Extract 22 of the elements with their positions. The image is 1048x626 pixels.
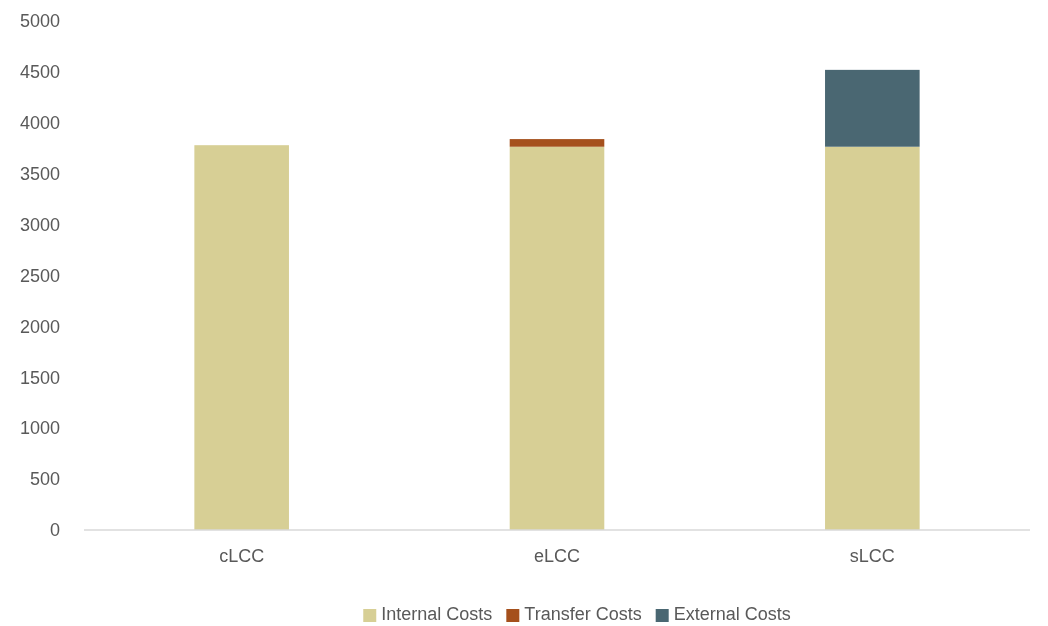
legend-label: External Costs: [673, 604, 791, 624]
y-tick-label: 3000: [19, 214, 60, 235]
bar: [509, 139, 605, 147]
legend-label: Transfer Costs: [524, 604, 642, 624]
y-tick-label: 5000: [19, 11, 60, 32]
x-tick-label: cLCC: [219, 545, 265, 566]
y-tick-label: 500: [29, 469, 60, 490]
bar: [825, 146, 920, 530]
x-tick-label: eLCC: [533, 545, 581, 566]
x-tick-label: sLCC: [849, 545, 895, 566]
bar: [825, 69, 920, 147]
y-tick-label: 1500: [19, 367, 60, 388]
y-tick-label: 4500: [19, 62, 60, 83]
bar: [194, 145, 289, 530]
y-tick-label: 0: [49, 520, 60, 541]
y-tick-label: 1000: [19, 418, 60, 439]
y-tick-label: 3500: [19, 163, 60, 184]
y-tick-label: 2500: [19, 265, 60, 286]
bar: [509, 146, 605, 530]
y-tick-label: 2000: [19, 316, 60, 337]
y-tick-label: 4000: [19, 113, 60, 134]
legend-label: Internal Costs: [381, 604, 493, 624]
